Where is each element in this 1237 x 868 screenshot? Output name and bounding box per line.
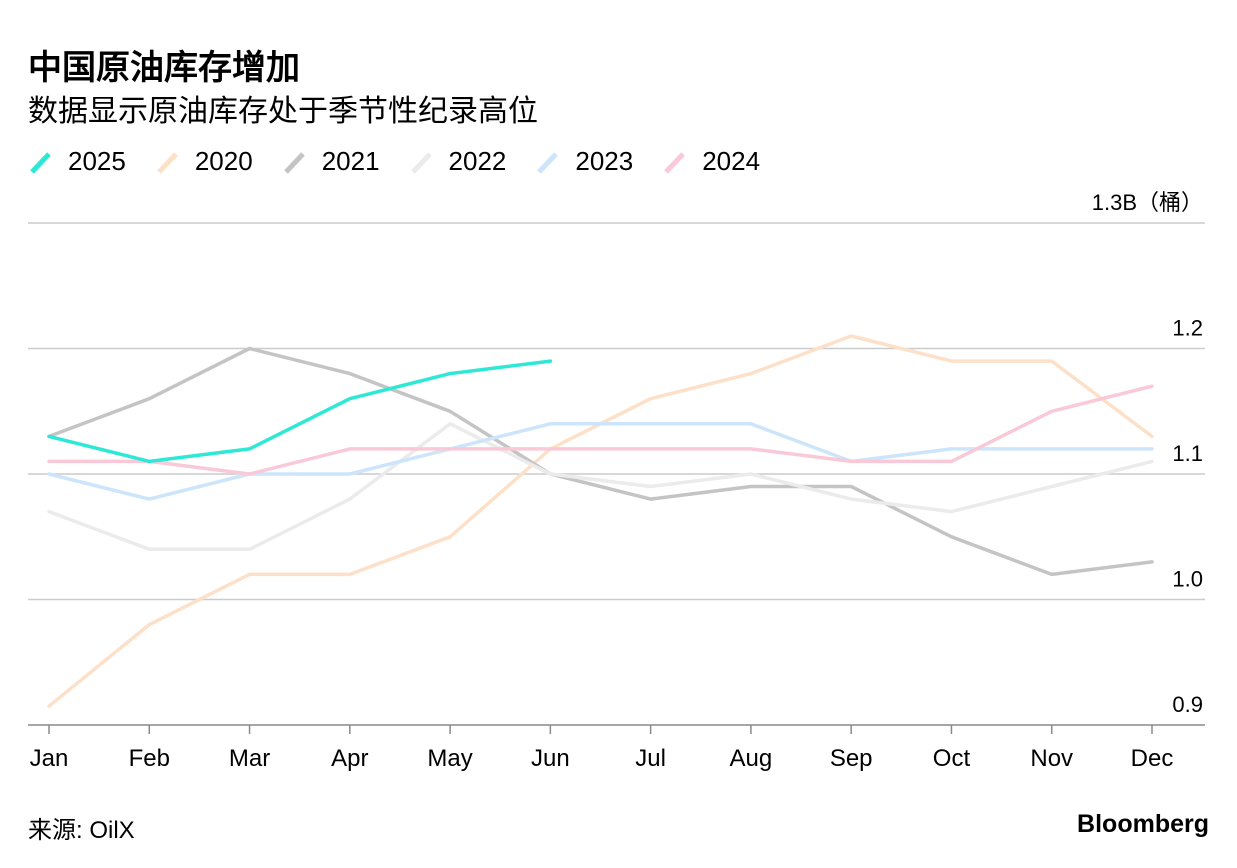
x-tick-label: Oct <box>933 745 971 772</box>
legend-label: 2025 <box>68 146 126 176</box>
legend-swatch <box>283 151 305 174</box>
legend-label: 2023 <box>575 146 634 176</box>
chart-subtitle: 数据显示原油库存处于季节性纪录高位 <box>28 95 538 128</box>
y-tick-label: 1.3B（桶） <box>1092 190 1203 215</box>
legend-swatch <box>664 151 686 174</box>
legend: 2025 2020 2021 2022 2023 2024 <box>28 146 789 177</box>
x-tick-label: Dec <box>1131 745 1174 772</box>
legend-label: 2020 <box>194 146 253 176</box>
x-tick-label: Jan <box>30 745 69 772</box>
x-tick-label: Jun <box>531 745 570 772</box>
legend-item-2021: 2021 <box>282 146 380 177</box>
series-line-2021 <box>47 346 1154 577</box>
legend-swatch <box>410 151 432 174</box>
series-line-2022 <box>47 422 1154 552</box>
legend-item-2022: 2022 <box>409 146 507 177</box>
y-tick-label: 1.0 <box>1172 567 1203 592</box>
legend-swatch <box>157 151 178 174</box>
legend-item-2020: 2020 <box>155 146 253 177</box>
legend-swatch <box>537 151 559 174</box>
x-tick-label: Nov <box>1030 745 1073 772</box>
legend-label: 2021 <box>321 146 380 176</box>
legend-label: 2024 <box>702 146 761 176</box>
series-line-2024 <box>47 384 1154 476</box>
legend-swatch <box>30 151 51 174</box>
series-line-2023 <box>47 422 1154 501</box>
x-tick-label: Apr <box>331 745 368 772</box>
y-tick-label: 0.9 <box>1172 692 1203 717</box>
legend-item-2025: 2025 <box>28 146 126 177</box>
source-note: 来源: OilX <box>28 817 135 844</box>
y-tick-label: 1.2 <box>1172 316 1203 341</box>
x-tick-label: Mar <box>229 745 270 772</box>
x-tick-label: May <box>427 745 472 772</box>
chart-title: 中国原油库存增加 <box>28 49 300 87</box>
series-line-2020 <box>47 334 1154 708</box>
series-line-2025 <box>47 359 553 464</box>
legend-item-2024: 2024 <box>662 146 760 177</box>
x-tick-label: Sep <box>830 745 873 772</box>
x-tick-label: Aug <box>730 745 773 772</box>
x-tick-label: Jul <box>635 745 666 772</box>
y-tick-label: 1.1 <box>1172 441 1203 466</box>
legend-item-2023: 2023 <box>535 146 633 177</box>
legend-label: 2022 <box>448 146 507 176</box>
bloomberg-logo: Bloomberg <box>1077 810 1209 838</box>
x-tick-label: Feb <box>129 745 170 772</box>
